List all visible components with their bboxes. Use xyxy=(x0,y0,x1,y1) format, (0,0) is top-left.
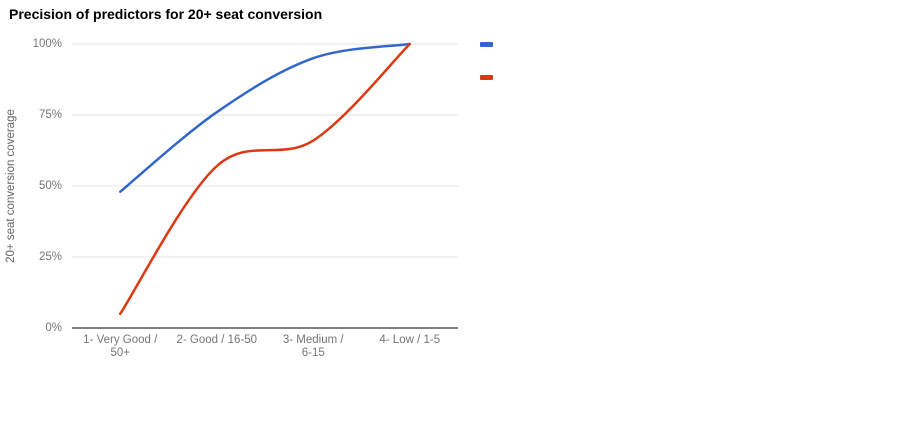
x-tick-label-line: 6-15 xyxy=(301,347,325,359)
chart-title: Precision of predictors for 20+ seat con… xyxy=(9,6,323,22)
x-tick-label-line: 2- Good / 16-50 xyxy=(176,334,258,346)
legend-swatch-icon xyxy=(480,42,493,47)
x-tick-label: 2- Good / 16-50 xyxy=(162,334,272,347)
y-tick-label: 25% xyxy=(38,251,62,263)
y-tick-label: 0% xyxy=(45,322,62,334)
x-tick-label-line: 50+ xyxy=(110,347,130,359)
series-1-line xyxy=(119,42,411,193)
y-tick-label: 100% xyxy=(32,38,62,50)
x-tick-label-line: 1- Very Good / xyxy=(83,334,158,346)
legend-swatch-icon xyxy=(480,75,493,80)
x-tick-label: 3- Medium /6-15 xyxy=(258,334,368,360)
legend-item xyxy=(480,75,501,80)
x-tick-label-line: 3- Medium / xyxy=(282,334,344,346)
x-tick-label-line: 4- Low / 1-5 xyxy=(379,334,441,346)
y-tick-label: 75% xyxy=(38,109,62,121)
y-tick-label: 50% xyxy=(38,180,62,192)
series-2-line xyxy=(119,42,411,316)
legend-item xyxy=(480,42,501,47)
x-tick-label: 4- Low / 1-5 xyxy=(355,334,465,347)
x-tick-label: 1- Very Good /50+ xyxy=(65,334,175,360)
